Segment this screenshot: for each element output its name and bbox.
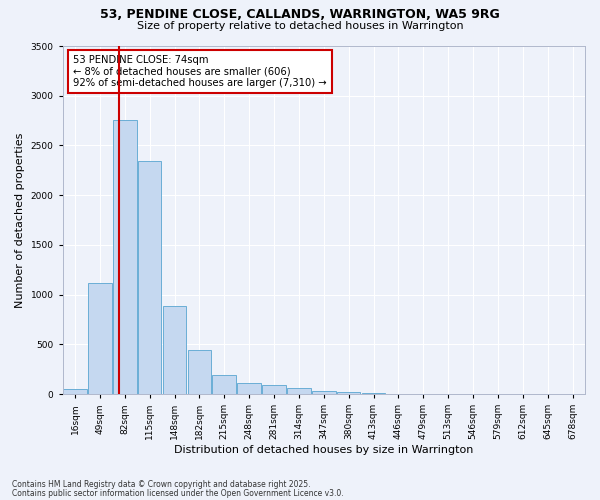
Text: Contains HM Land Registry data © Crown copyright and database right 2025.: Contains HM Land Registry data © Crown c…	[12, 480, 311, 489]
Bar	[138, 162, 161, 394]
Bar	[238, 383, 261, 394]
Bar	[262, 385, 286, 394]
Text: 53, PENDINE CLOSE, CALLANDS, WARRINGTON, WA5 9RG: 53, PENDINE CLOSE, CALLANDS, WARRINGTON,…	[100, 8, 500, 20]
Y-axis label: Number of detached properties: Number of detached properties	[15, 132, 25, 308]
Bar	[362, 393, 385, 394]
Bar	[113, 120, 137, 394]
Bar	[312, 390, 335, 394]
Text: 53 PENDINE CLOSE: 74sqm
← 8% of detached houses are smaller (606)
92% of semi-de: 53 PENDINE CLOSE: 74sqm ← 8% of detached…	[73, 54, 326, 88]
Text: Size of property relative to detached houses in Warrington: Size of property relative to detached ho…	[137, 21, 463, 31]
Bar	[188, 350, 211, 394]
Bar	[163, 306, 187, 394]
Text: Contains public sector information licensed under the Open Government Licence v3: Contains public sector information licen…	[12, 489, 344, 498]
X-axis label: Distribution of detached houses by size in Warrington: Distribution of detached houses by size …	[174, 445, 473, 455]
Bar	[287, 388, 311, 394]
Bar	[88, 282, 112, 394]
Bar	[212, 375, 236, 394]
Bar	[63, 389, 87, 394]
Bar	[337, 392, 361, 394]
